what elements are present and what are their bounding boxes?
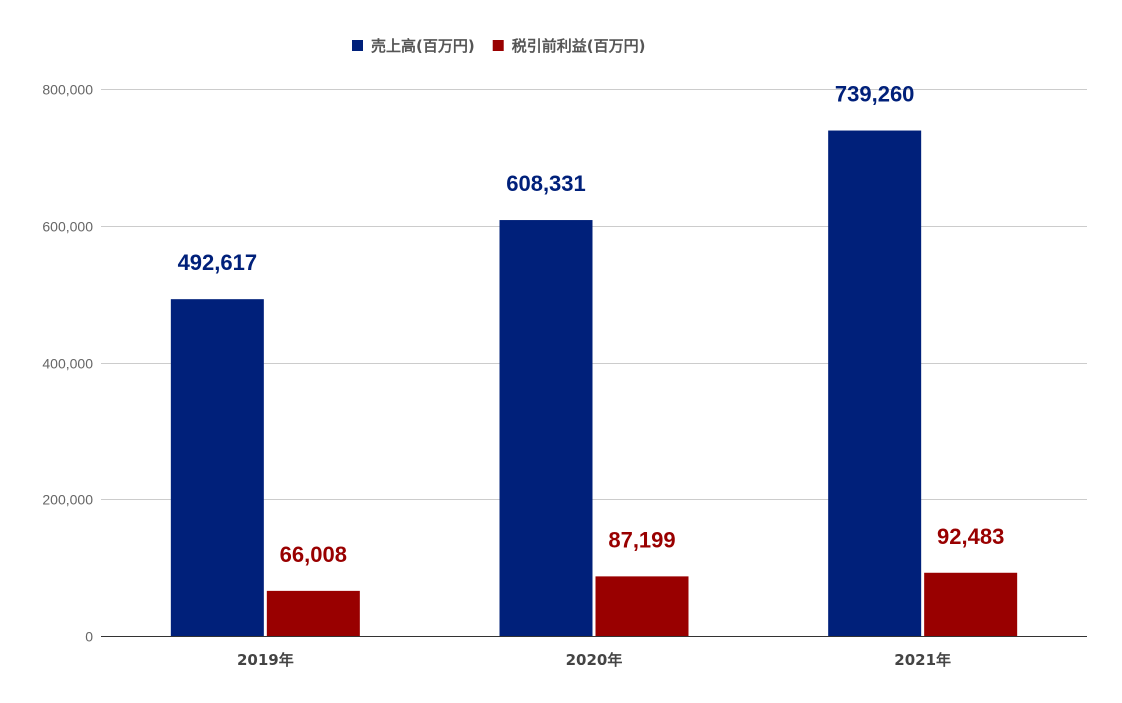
- bar-revenue-2: [828, 130, 922, 636]
- legend: 売上高(百万円) 税引前利益(百万円): [352, 37, 645, 55]
- bars: [170, 130, 1018, 636]
- data-label: 739,260: [835, 82, 915, 107]
- data-label: 608,331: [506, 171, 586, 196]
- data-label: 87,199: [608, 527, 675, 552]
- y-tick-label: 600,000: [42, 219, 93, 235]
- x-tick-label: 2019年: [237, 651, 294, 669]
- x-tick-label: 2021年: [894, 651, 951, 669]
- data-label: 66,008: [280, 542, 347, 567]
- data-labels: 492,617 66,008 608,331 87,199 739,260 92,483: [178, 82, 1005, 567]
- data-label: 492,617: [178, 250, 258, 275]
- y-axis-tick-labels: 0 200,000 400,000 600,000 800,000: [42, 82, 93, 645]
- legend-swatch: [352, 40, 363, 51]
- bar-pretax-profit-0: [266, 590, 360, 636]
- bar-pretax-profit-2: [924, 572, 1018, 636]
- y-tick-label: 400,000: [42, 356, 93, 372]
- x-tick-label: 2020年: [566, 651, 623, 669]
- bar-revenue-1: [499, 220, 593, 636]
- x-axis: 2019年 2020年 2021年: [101, 636, 1087, 669]
- y-tick-label: 0: [85, 629, 93, 645]
- bar-revenue-0: [170, 299, 264, 636]
- y-tick-label: 800,000: [42, 82, 93, 98]
- y-tick-label: 200,000: [42, 492, 93, 508]
- legend-label: 売上高(百万円): [371, 37, 475, 55]
- gridlines: [101, 89, 1087, 500]
- legend-swatch: [492, 40, 504, 51]
- legend-label: 税引前利益(百万円): [512, 37, 646, 55]
- data-label: 92,483: [937, 524, 1004, 549]
- bar-pretax-profit-1: [595, 576, 689, 636]
